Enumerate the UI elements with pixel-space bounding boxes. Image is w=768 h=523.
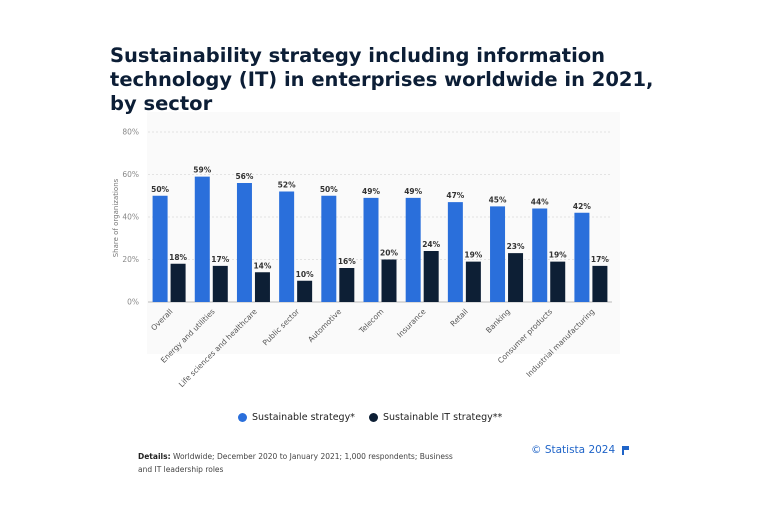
data-label: 49% xyxy=(362,187,380,196)
data-label: 14% xyxy=(253,261,271,270)
bar-sustainable-strategy xyxy=(405,197,421,302)
details-label: Details: xyxy=(138,452,171,461)
credit-text: © Statista 2024 xyxy=(531,444,616,456)
data-label: 42% xyxy=(573,202,591,211)
data-label: 20% xyxy=(380,249,398,258)
data-label: 56% xyxy=(235,172,253,181)
bar-sustainable-strategy xyxy=(236,183,252,302)
legend-marker-icon xyxy=(368,413,378,422)
bar-chart: 0% 20% 40% 60% 80% 50% 18% 59% 17% 56% 14% 52% 10% 5… xyxy=(112,127,612,390)
bar-sustainable-strategy xyxy=(447,202,463,302)
y-tick-label: 60% xyxy=(122,170,139,179)
bar-sustainable-strategy xyxy=(279,191,295,302)
data-label: 50% xyxy=(320,185,338,194)
bar-sustainable-it-strategy xyxy=(254,272,270,302)
data-label: 19% xyxy=(464,251,482,260)
data-label: 52% xyxy=(278,181,296,190)
bar-sustainable-it-strategy xyxy=(550,261,566,302)
data-label: 24% xyxy=(422,240,440,249)
legend-label: Sustainable IT strategy** xyxy=(382,412,503,423)
data-label: 50% xyxy=(151,185,169,194)
data-label: 45% xyxy=(489,195,507,204)
bar-sustainable-strategy xyxy=(194,176,210,302)
bar-sustainable-it-strategy xyxy=(465,261,481,302)
bar-sustainable-it-strategy xyxy=(170,263,186,302)
data-label: 47% xyxy=(446,191,464,200)
y-tick-label: 20% xyxy=(122,255,139,264)
data-label: 19% xyxy=(549,251,567,260)
bar-sustainable-it-strategy xyxy=(212,265,228,302)
bar-sustainable-strategy xyxy=(321,195,337,302)
bar-sustainable-it-strategy xyxy=(592,265,608,302)
bar-sustainable-it-strategy xyxy=(508,253,524,302)
bar-sustainable-strategy xyxy=(152,195,168,302)
legend-item-sustainable-strategy[interactable]: Sustainable strategy* xyxy=(238,412,355,423)
data-label: 17% xyxy=(591,255,609,264)
y-tick-label: 40% xyxy=(122,213,139,222)
data-label: 44% xyxy=(531,198,549,207)
bar-sustainable-strategy xyxy=(574,212,590,302)
data-label: 49% xyxy=(404,187,422,196)
chart-title: Sustainability strategy including inform… xyxy=(110,44,654,115)
bar-sustainable-it-strategy xyxy=(297,280,313,302)
data-label: 10% xyxy=(296,270,314,279)
legend: Sustainable strategy* Sustainable IT str… xyxy=(238,412,516,423)
data-label: 23% xyxy=(507,242,525,251)
legend-item-sustainable-it-strategy[interactable]: Sustainable IT strategy** xyxy=(368,412,503,423)
data-label: 17% xyxy=(211,255,229,264)
legend-label: Sustainable strategy* xyxy=(252,412,355,423)
data-label: 18% xyxy=(169,253,187,262)
bar-sustainable-strategy xyxy=(490,206,506,302)
y-axis-label: Share of organizations xyxy=(112,178,120,257)
bar-sustainable-it-strategy xyxy=(423,251,439,302)
y-tick-label: 80% xyxy=(122,128,139,137)
details-note: Details: Worldwide; December 2020 to Jan… xyxy=(138,450,468,476)
bar-sustainable-it-strategy xyxy=(381,259,397,302)
bar-sustainable-strategy xyxy=(532,208,548,302)
data-label: 59% xyxy=(193,166,211,175)
statista-credit[interactable]: © Statista 2024 xyxy=(531,444,629,456)
flag-icon[interactable] xyxy=(622,445,629,455)
bar-sustainable-it-strategy xyxy=(339,268,355,302)
y-tick-label: 0% xyxy=(127,298,139,307)
data-label: 16% xyxy=(338,257,356,266)
bar-sustainable-strategy xyxy=(363,197,379,302)
legend-marker-icon xyxy=(238,413,247,422)
details-text: Worldwide; December 2020 to January 2021… xyxy=(138,452,453,474)
